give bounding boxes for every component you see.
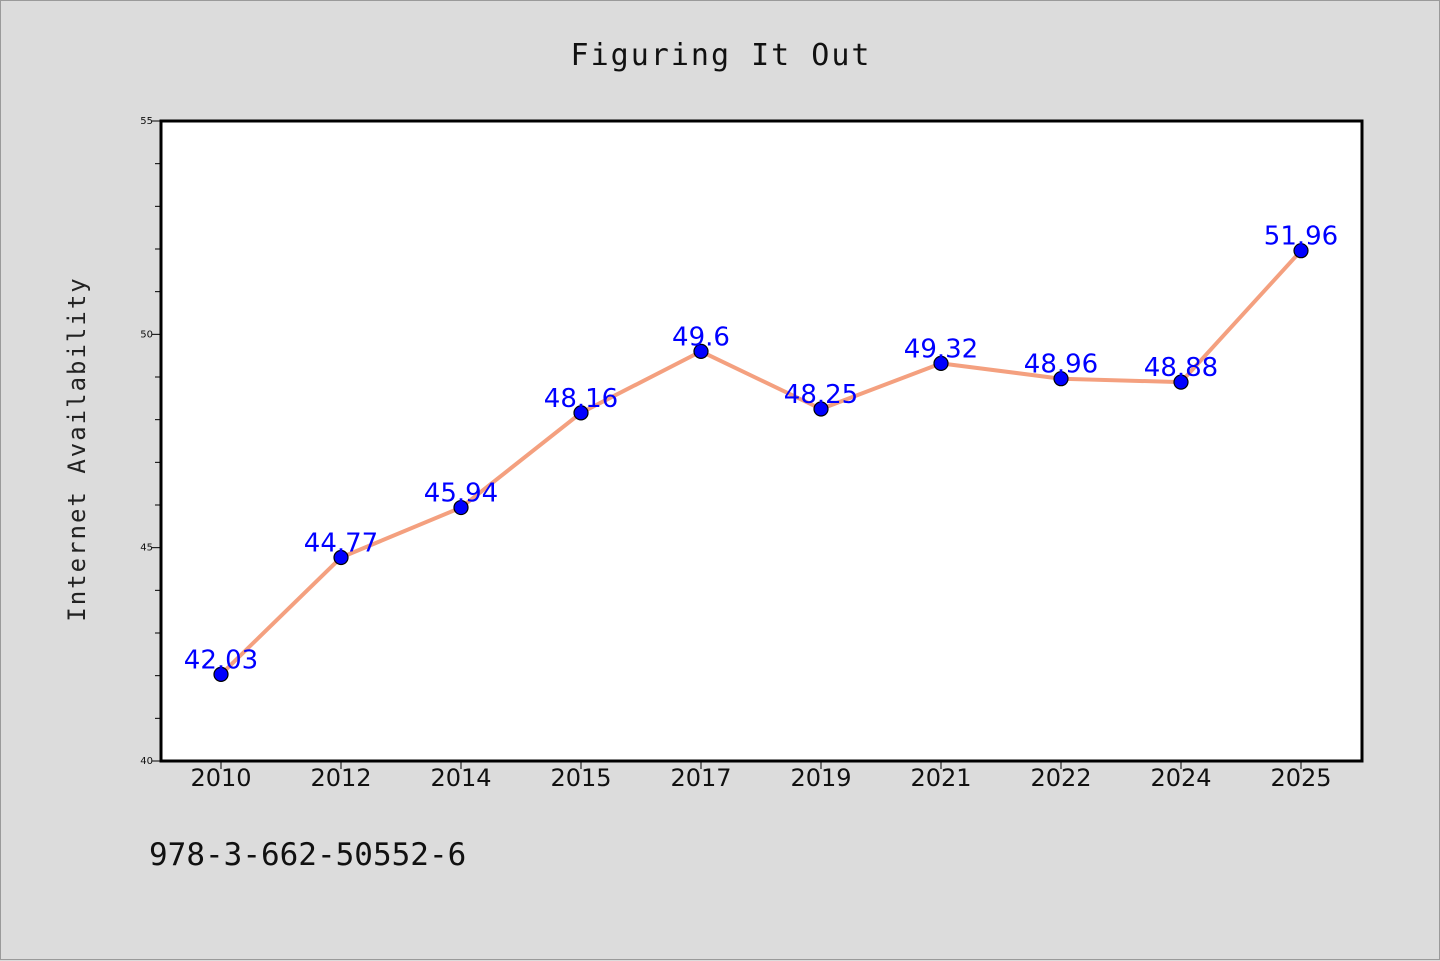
y-axis: 40 45 50 55 <box>140 116 161 767</box>
data-point <box>453 499 469 516</box>
x-tick-label: 2019 <box>790 764 851 792</box>
data-point <box>573 405 589 421</box>
x-tick-label: 2017 <box>670 764 731 792</box>
data-point <box>333 549 349 566</box>
data-label: 51.96 <box>1264 222 1338 252</box>
y-tick-label: 45 <box>140 543 153 554</box>
y-tick-label: 55 <box>140 116 153 127</box>
plot-area <box>159 119 1364 763</box>
y-tick-label: 40 <box>140 756 153 767</box>
data-point <box>1053 371 1069 387</box>
x-tick-label: 2015 <box>550 764 611 792</box>
data-label: 48.88 <box>1144 353 1218 383</box>
data-point <box>1173 374 1189 390</box>
x-tick-label: 2022 <box>1030 764 1091 792</box>
data-label: 48.96 <box>1024 350 1098 380</box>
chart-title: Figuring It Out <box>571 38 872 73</box>
data-label: 42.03 <box>184 645 258 675</box>
data-point <box>1293 243 1309 259</box>
x-tick-label: 2014 <box>430 764 491 792</box>
series-layer: 42.03 44.77 45.94 48.16 49.6 48.25 49.32 48.96 4… <box>184 222 1338 682</box>
footer-code: 978-3-662-50552-6 <box>149 837 466 873</box>
data-label: 44.77 <box>304 528 378 558</box>
data-label: 49.6 <box>672 322 730 352</box>
x-tick-label: 2021 <box>910 764 971 792</box>
data-point <box>693 343 709 359</box>
data-label: 48.16 <box>544 384 618 414</box>
x-tick-label: 2025 <box>1270 764 1331 792</box>
data-label: 48.25 <box>784 380 858 410</box>
data-label: 45.94 <box>424 479 498 509</box>
y-axis-label: Internet Availability <box>63 276 91 621</box>
x-tick-label: 2012 <box>310 764 371 792</box>
data-point <box>813 401 829 417</box>
x-tick-label: 2024 <box>1150 764 1211 792</box>
series-line <box>219 248 1303 677</box>
x-tick-label: 2010 <box>190 764 251 792</box>
data-label: 49.32 <box>904 334 978 364</box>
data-point <box>933 355 949 371</box>
x-axis: 2010 2012 2014 2015 2017 2019 2021 2022 2024 2025 <box>190 761 1332 792</box>
y-tick-label: 50 <box>140 329 153 340</box>
data-point <box>213 666 229 682</box>
